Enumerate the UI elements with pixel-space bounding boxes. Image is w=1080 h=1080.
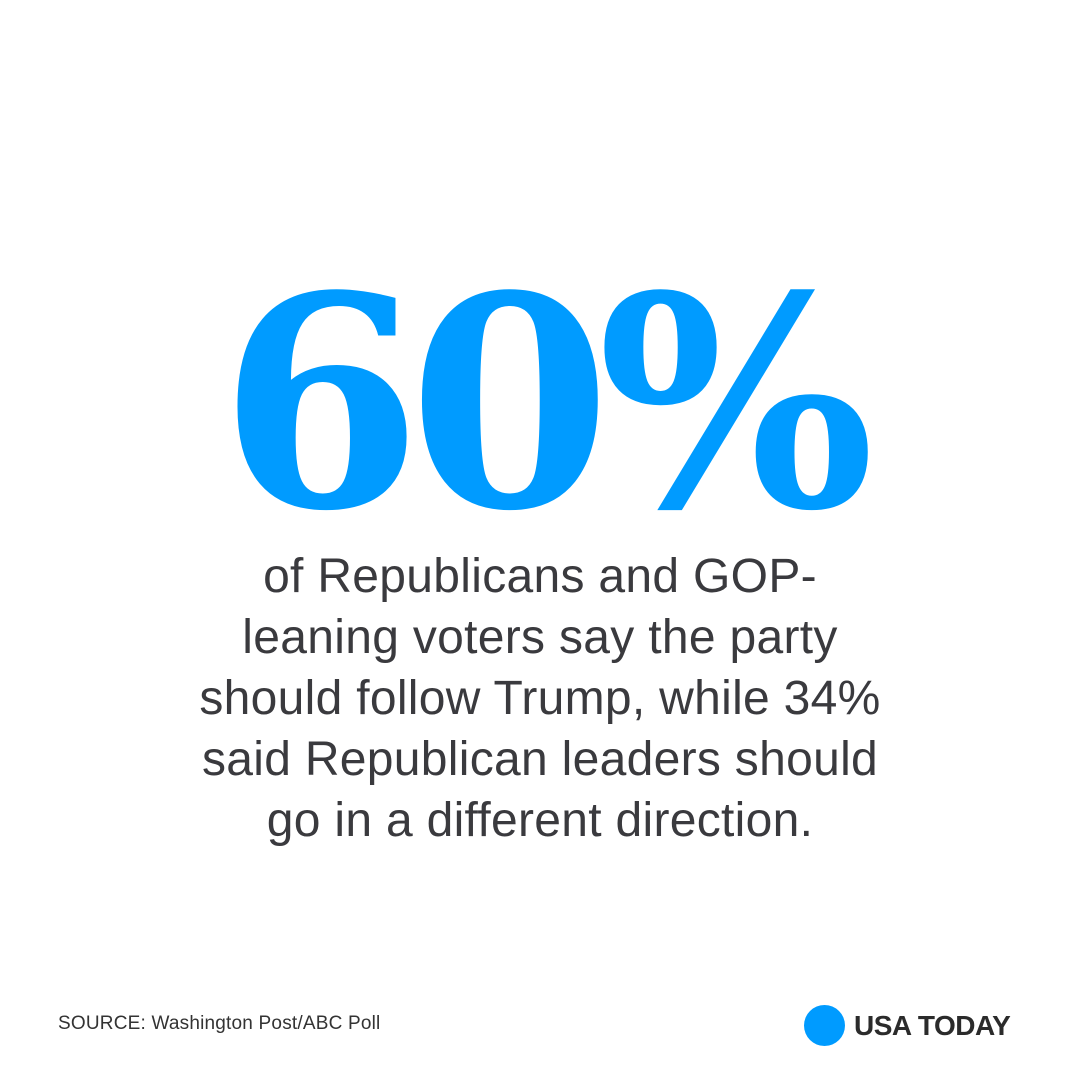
blue-circle-logo-icon [804, 1005, 845, 1046]
brand-name: USA TODAY [854, 1009, 1011, 1041]
brand-logo: USA TODAY [804, 1005, 1011, 1046]
statement-text: of Republicans and GOP- leaning voters s… [100, 546, 980, 851]
statement-line: of Republicans and GOP- [263, 550, 817, 603]
statement-line: leaning voters say the party [242, 611, 838, 664]
statement-line: should follow Trump, while 34% [199, 672, 881, 725]
headline-stat: 60% [219, 232, 875, 575]
statement-line: said Republican leaders should [201, 733, 879, 786]
statement-line: go in a different direction. [266, 794, 814, 847]
source-credit: SOURCE: Washington Post/ABC Poll [58, 1013, 381, 1034]
